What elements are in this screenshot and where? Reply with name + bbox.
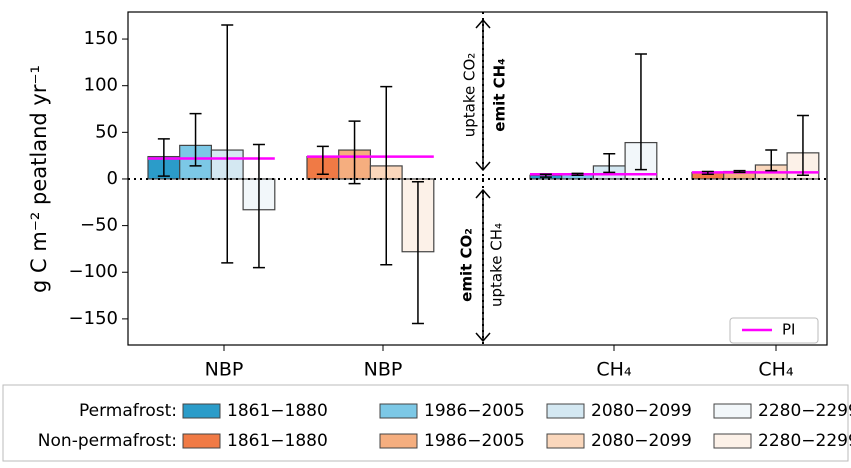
y-tick-label: −150: [69, 308, 118, 329]
error-bar: [221, 24, 234, 264]
legend-swatch: [713, 403, 752, 419]
arrow-up: [475, 18, 491, 172]
error-bar: [316, 145, 329, 176]
y-tick-label: 50: [95, 121, 118, 142]
error-bar: [796, 114, 809, 176]
legend-swatch: [379, 403, 418, 419]
legend-label: 1986−2005: [424, 401, 525, 421]
annotation: emit CO₂: [458, 228, 476, 302]
legend-label: 2280−2299: [758, 431, 851, 451]
error-bar: [348, 120, 361, 185]
legend-label: 1986−2005: [424, 431, 525, 451]
error-bar: [189, 112, 202, 167]
annotation: uptake CH₄: [488, 223, 506, 307]
y-tick-label: 0: [107, 168, 118, 189]
legend-label: 2280−2299: [758, 401, 851, 421]
legend-swatch: [182, 403, 221, 419]
pi-legend-box: [729, 317, 819, 344]
legend-label: 1861−1880: [227, 401, 328, 421]
legend-label: 2080−2099: [591, 431, 692, 451]
legend-swatch: [546, 433, 585, 449]
x-tick-label: NBP: [364, 359, 403, 381]
legend-group-label: Permafrost:: [79, 401, 177, 421]
legend-label: 1861−1880: [227, 431, 328, 451]
error-bar: [252, 143, 265, 269]
error-bar: [701, 170, 714, 176]
arrow-down: [475, 188, 491, 343]
y-axis-label: g C m⁻² peatland yr⁻¹: [27, 65, 51, 293]
annotation: uptake CO₂: [461, 53, 479, 138]
legend-swatch: [379, 433, 418, 449]
arrows: [475, 18, 491, 343]
annotation: emit CH₄: [491, 58, 509, 131]
error-bar: [157, 138, 170, 177]
legend-swatch: [713, 433, 752, 449]
y-tick-label: −50: [80, 215, 118, 236]
error-bar: [733, 169, 746, 174]
error-bar: [603, 153, 616, 174]
x-tick-label: CH₄: [758, 359, 794, 381]
pi-legend-label: PI: [782, 321, 795, 339]
error-bar: [634, 53, 647, 171]
x-tick-label: CH₄: [596, 359, 632, 381]
legend-swatch: [546, 403, 585, 419]
error-bar: [411, 181, 424, 325]
y-tick-label: 150: [84, 28, 118, 49]
y-tick-label: 100: [84, 75, 118, 96]
legend-box: [2, 384, 849, 462]
legend-group-label: Non-permafrost:: [38, 431, 177, 451]
y-tick-label: −100: [69, 261, 118, 282]
error-bar: [765, 149, 778, 172]
legend-swatch: [182, 433, 221, 449]
x-tick-label: NBP: [205, 359, 244, 381]
error-bar: [571, 172, 584, 176]
error-bar: [380, 85, 393, 266]
legend-label: 2080−2099: [591, 401, 692, 421]
error-bar: [539, 173, 552, 178]
